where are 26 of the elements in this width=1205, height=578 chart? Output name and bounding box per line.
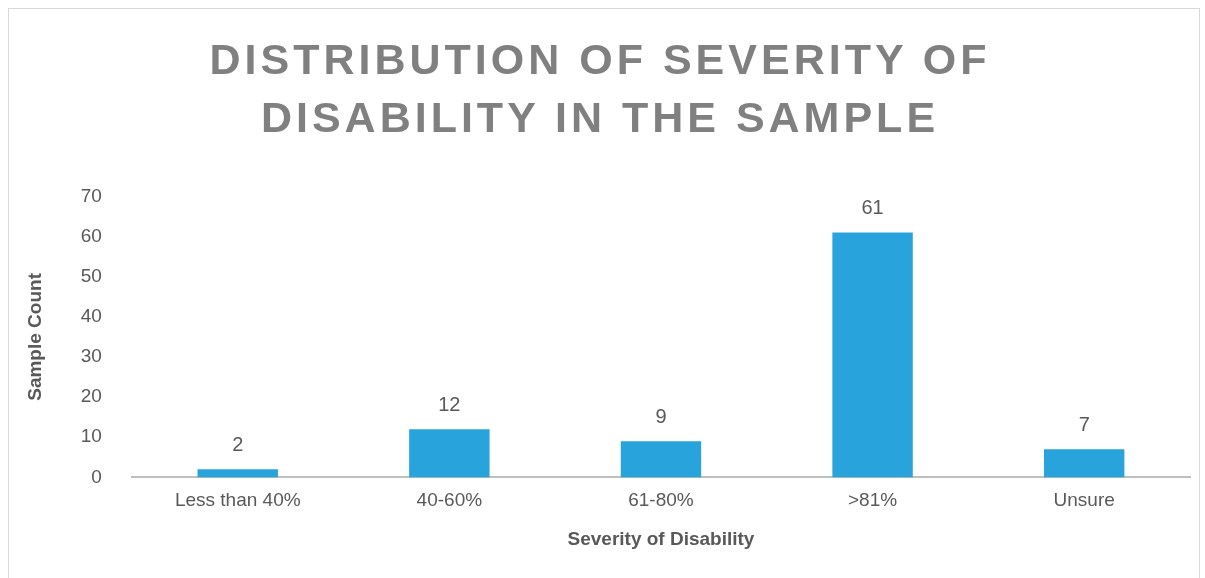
x-tick-label: Unsure bbox=[1053, 489, 1115, 511]
x-axis-title: Severity of Disability bbox=[567, 527, 755, 549]
y-tick-label: 10 bbox=[80, 425, 102, 447]
y-tick-label: 70 bbox=[80, 184, 102, 206]
data-label: 2 bbox=[232, 432, 244, 455]
data-label: 9 bbox=[655, 404, 667, 427]
y-axis-title: Sample Count bbox=[23, 272, 45, 401]
x-tick-label: Less than 40% bbox=[174, 489, 301, 511]
data-label: 61 bbox=[861, 196, 884, 219]
x-tick-label: 61-80% bbox=[628, 489, 694, 511]
bar bbox=[409, 429, 490, 478]
y-tick-label: 30 bbox=[80, 345, 102, 367]
x-tick-label: 40-60% bbox=[416, 489, 483, 511]
bar bbox=[197, 469, 278, 478]
bar bbox=[1043, 449, 1125, 478]
data-label: 12 bbox=[438, 392, 461, 415]
y-tick-label: 40 bbox=[80, 305, 102, 327]
y-tick-label: 50 bbox=[80, 264, 102, 286]
y-tick-label: 0 bbox=[91, 465, 102, 487]
bar bbox=[832, 232, 913, 478]
data-label: 7 bbox=[1078, 412, 1090, 435]
x-tick-label: >81% bbox=[848, 489, 898, 511]
y-tick-label: 60 bbox=[80, 224, 102, 246]
bar bbox=[620, 441, 702, 478]
chart-title: DISTRIBUTION OF SEVERITY OF DISABILITY IN THE SAMPLE bbox=[208, 34, 992, 143]
y-tick-label: 20 bbox=[80, 385, 102, 407]
